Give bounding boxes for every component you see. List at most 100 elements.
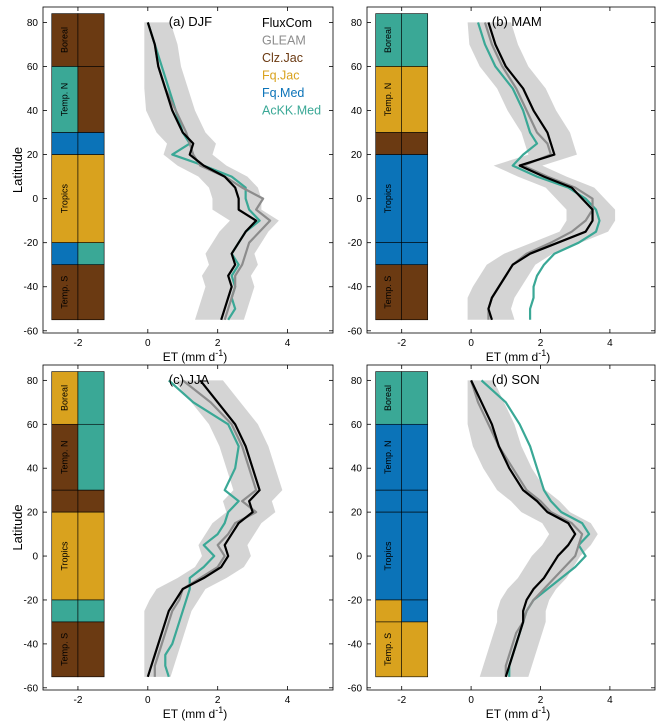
zone-label: Boreal	[383, 385, 393, 411]
y-tick-label: 0	[32, 194, 38, 205]
zone-bar-left	[376, 600, 402, 622]
y-tick-label: 40	[351, 464, 363, 475]
zone-label: Temp. S	[59, 633, 69, 666]
zone-bar-right	[78, 622, 104, 677]
x-tick-label: -2	[73, 338, 82, 349]
zone-bar-left	[52, 490, 78, 512]
y-tick-label: -40	[348, 639, 363, 650]
y-tick-label: -60	[24, 683, 39, 694]
zone-label: Tropics	[383, 541, 393, 571]
x-tick-label: -2	[73, 695, 82, 706]
zone-label: Temp. N	[383, 440, 393, 474]
y-tick-label: 40	[351, 106, 363, 117]
x-tick-label: -2	[397, 695, 406, 706]
zone-label: Temp. S	[383, 633, 393, 666]
y-tick-label: -20	[348, 595, 363, 606]
x-axis-title: ET (mm d-1)	[163, 348, 227, 364]
y-tick-label: 80	[27, 18, 39, 29]
zone-bar-right	[402, 424, 428, 490]
y-tick-label: 60	[27, 62, 39, 73]
panel-title: (c) JJA	[169, 372, 210, 387]
y-tick-label: 80	[351, 376, 363, 387]
y-tick-label: -40	[24, 282, 39, 293]
y-tick-label: 20	[27, 508, 39, 519]
y-tick-label: 20	[27, 150, 39, 161]
zone-bar-right	[78, 133, 104, 155]
zone-bar-right	[402, 133, 428, 155]
zone-label: Temp. S	[59, 276, 69, 309]
y-tick-label: -20	[24, 595, 39, 606]
zone-label: Tropics	[383, 184, 393, 214]
y-tick-label: -40	[24, 639, 39, 650]
zone-label: Temp. N	[59, 440, 69, 474]
x-tick-label: 4	[285, 695, 291, 706]
zone-bar-right	[402, 490, 428, 512]
x-tick-label: 4	[607, 338, 613, 349]
zone-bar-right	[402, 622, 428, 677]
y-tick-label: 20	[351, 508, 363, 519]
y-tick-label: 60	[27, 420, 39, 431]
zone-bar-right	[78, 424, 104, 490]
zone-bar-right	[78, 600, 104, 622]
zone-label: Tropics	[59, 541, 69, 571]
y-tick-label: -60	[24, 326, 39, 337]
zone-bar-left	[52, 133, 78, 155]
zone-label: Boreal	[59, 27, 69, 53]
y-tick-label: -60	[348, 326, 363, 337]
zone-label: Boreal	[383, 27, 393, 53]
y-tick-label: 0	[32, 552, 38, 563]
x-tick-label: -2	[397, 338, 406, 349]
zone-bar-right	[402, 243, 428, 265]
x-tick-label: 0	[145, 338, 151, 349]
y-tick-label: 80	[27, 376, 39, 387]
zone-label: Temp. N	[383, 83, 393, 117]
zone-bar-left	[376, 490, 402, 512]
legend-entry: GLEAM	[262, 34, 306, 48]
zone-bar-right	[78, 512, 104, 600]
x-axis-title: ET (mm d-1)	[486, 705, 550, 721]
legend-entry: AcKK.Med	[262, 104, 321, 118]
y-tick-label: 60	[351, 420, 363, 431]
y-tick-label: 40	[27, 106, 39, 117]
chart-panel-2: BorealTemp. NTropicsTemp. S-2 0 2 4-60-40-2…	[348, 7, 655, 364]
zone-bar-right	[78, 265, 104, 320]
zone-bar-right	[78, 155, 104, 243]
legend-entry: FluxCom	[262, 16, 312, 30]
x-tick-label: 4	[607, 695, 613, 706]
y-tick-label: 60	[351, 62, 363, 73]
zone-bar-left	[376, 133, 402, 155]
y-tick-label: 20	[351, 150, 363, 161]
zone-label: Temp. S	[383, 276, 393, 309]
x-tick-label: 0	[468, 338, 474, 349]
y-tick-label: 0	[356, 552, 362, 563]
panel-title: (a) DJF	[169, 14, 212, 29]
y-tick-label: -60	[348, 683, 363, 694]
zone-label: Tropics	[59, 184, 69, 214]
x-axis-title: ET (mm d-1)	[486, 348, 550, 364]
zone-bar-left	[52, 243, 78, 265]
y-tick-label: 0	[356, 194, 362, 205]
y-tick-label: -20	[24, 238, 39, 249]
legend-entry: Clz.Jac	[262, 51, 303, 65]
panel-title: (b) MAM	[492, 14, 542, 29]
zone-label: Boreal	[59, 385, 69, 411]
y-axis-title: Latitude	[10, 147, 25, 193]
y-tick-label: 40	[27, 464, 39, 475]
zone-bar-right	[78, 243, 104, 265]
legend-entry: Fq.Jac	[262, 69, 300, 83]
zone-bar-left	[52, 600, 78, 622]
zone-bar-right	[78, 14, 104, 67]
x-tick-label: 0	[468, 695, 474, 706]
zone-bar-right	[78, 66, 104, 132]
zone-bar-right	[78, 490, 104, 512]
zone-bar-right	[402, 155, 428, 243]
zone-label: Temp. N	[59, 83, 69, 117]
x-tick-label: 0	[145, 695, 151, 706]
y-tick-label: 80	[351, 18, 363, 29]
x-axis-title: ET (mm d-1)	[163, 705, 227, 721]
y-tick-label: -20	[348, 238, 363, 249]
y-axis-title: Latitude	[10, 504, 25, 550]
